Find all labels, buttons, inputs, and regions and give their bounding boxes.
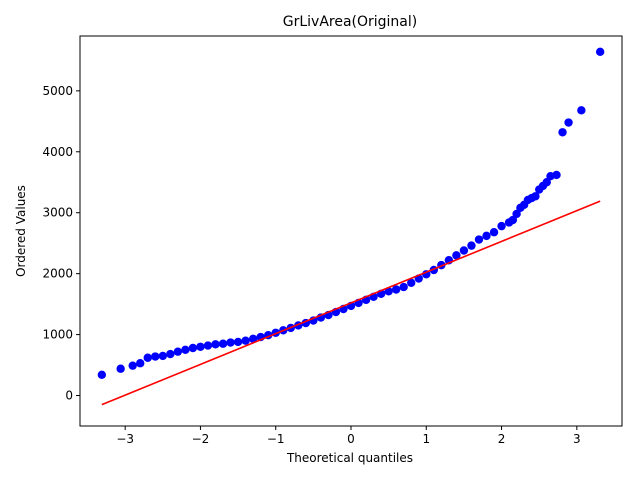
plot-frame bbox=[79, 35, 623, 427]
data-point bbox=[407, 278, 416, 287]
data-point bbox=[391, 285, 401, 294]
data-point bbox=[497, 221, 506, 231]
data-point bbox=[459, 246, 469, 255]
data-point bbox=[188, 343, 198, 353]
data-point bbox=[558, 128, 567, 137]
y-tick-label: 5000 bbox=[42, 84, 73, 98]
x-tick-label: −1 bbox=[267, 432, 285, 446]
x-tick-label: −3 bbox=[116, 432, 134, 446]
data-point bbox=[452, 251, 461, 260]
chart-title: GrLivArea(Original) bbox=[283, 14, 418, 30]
data-point bbox=[531, 192, 540, 201]
data-point bbox=[233, 337, 243, 347]
data-point bbox=[577, 106, 586, 115]
y-tick-label: 1000 bbox=[42, 328, 73, 342]
y-axis-ticks: 0 1000 2000 3000 4000 5000 bbox=[42, 84, 80, 403]
x-tick-label: 3 bbox=[573, 432, 581, 446]
plot-marks bbox=[97, 47, 605, 406]
data-point bbox=[128, 361, 137, 370]
data-point bbox=[211, 340, 220, 349]
data-point bbox=[482, 231, 491, 241]
x-tick-label: 0 bbox=[347, 432, 355, 446]
data-point bbox=[399, 282, 408, 292]
data-point bbox=[226, 338, 235, 347]
data-point bbox=[552, 170, 561, 180]
data-point bbox=[542, 178, 551, 187]
data-point bbox=[158, 351, 168, 361]
x-tick-label: 1 bbox=[422, 432, 430, 446]
x-tick-label: −2 bbox=[192, 432, 210, 446]
data-point bbox=[474, 235, 484, 244]
data-point bbox=[248, 334, 258, 344]
data-point bbox=[467, 241, 476, 250]
x-axis-label: Theoretical quantiles bbox=[286, 451, 413, 465]
data-point bbox=[116, 364, 125, 373]
data-point bbox=[181, 345, 190, 355]
data-point bbox=[512, 209, 521, 219]
x-tick-label: 2 bbox=[498, 432, 506, 446]
data-point bbox=[166, 349, 175, 359]
data-point bbox=[173, 347, 183, 356]
data-point bbox=[143, 353, 152, 362]
data-point bbox=[564, 118, 573, 127]
data-point bbox=[595, 47, 605, 57]
data-point bbox=[196, 342, 205, 351]
x-axis-ticks: −3 −2 −1 0 1 2 3 bbox=[116, 426, 581, 446]
data-point bbox=[218, 339, 228, 348]
data-point bbox=[151, 352, 160, 361]
data-point bbox=[508, 215, 518, 225]
data-point bbox=[136, 359, 145, 368]
y-tick-label: 0 bbox=[65, 389, 73, 403]
data-point bbox=[241, 336, 250, 345]
y-tick-label: 4000 bbox=[42, 145, 73, 159]
data-point bbox=[97, 370, 107, 380]
y-tick-label: 2000 bbox=[42, 267, 73, 281]
y-tick-label: 3000 bbox=[42, 206, 73, 220]
data-point bbox=[203, 341, 213, 350]
data-point bbox=[489, 228, 499, 237]
fit-line bbox=[101, 200, 601, 406]
y-axis-label: Ordered Values bbox=[14, 185, 28, 277]
